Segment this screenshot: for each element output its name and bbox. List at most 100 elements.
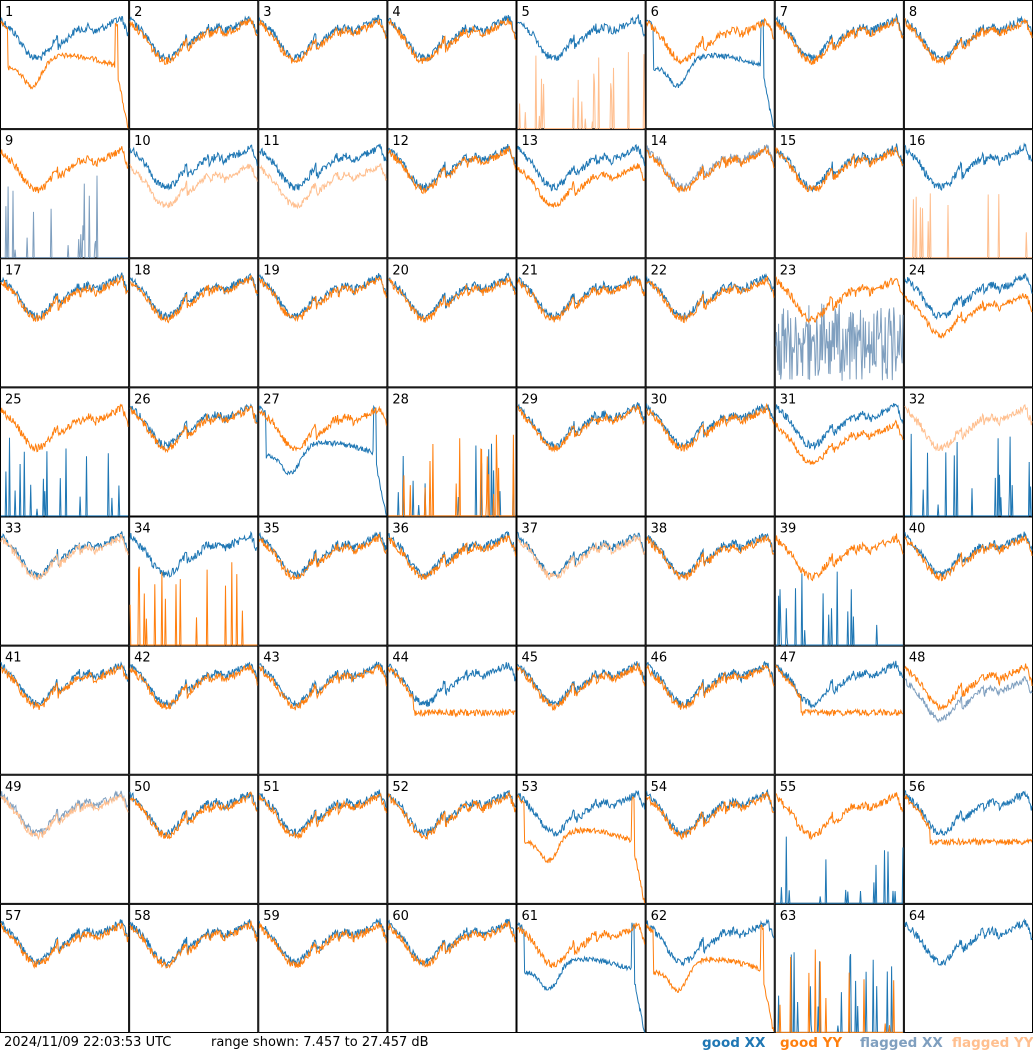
legend-good-yy: good YY <box>780 1035 842 1051</box>
panel-frame <box>903 645 1033 775</box>
series-yy <box>129 790 258 840</box>
panel-7: 7 <box>774 0 904 130</box>
panel-13: 13 <box>516 129 646 259</box>
panel-frame <box>387 387 517 517</box>
panel-16: 16 <box>903 129 1033 259</box>
panel-label: 56 <box>909 780 926 795</box>
series-yy <box>904 794 1033 847</box>
panel-label: 21 <box>522 263 539 278</box>
panel-frame <box>129 387 259 517</box>
series-yy <box>646 402 775 452</box>
panel-label: 23 <box>780 263 797 278</box>
panel-23: 23 <box>774 258 904 388</box>
panel-frame <box>645 0 775 130</box>
legend-pol: YY <box>822 1035 843 1051</box>
series-yy <box>387 666 516 718</box>
panel-8: 8 <box>903 0 1033 130</box>
series-yy <box>775 792 904 841</box>
panel-9: 9 <box>0 129 130 259</box>
panel-63: 63 <box>774 903 904 1033</box>
panel-frame <box>0 903 130 1033</box>
panel-label: 1 <box>5 5 13 20</box>
panel-frame <box>129 645 259 775</box>
panel-59: 59 <box>258 903 388 1033</box>
panel-frame <box>258 129 388 259</box>
panel-label: 32 <box>909 392 926 407</box>
panel-15: 15 <box>774 129 904 259</box>
panel-6: 6 <box>645 0 775 130</box>
footer: 2024/11/09 22:03:53 UTC range shown: 7.4… <box>0 1033 1033 1053</box>
panel-39: 39 <box>774 516 904 646</box>
series-yy <box>646 17 775 65</box>
legend-word: flagged <box>952 1035 1010 1051</box>
panel-2: 2 <box>129 0 259 130</box>
panel-20: 20 <box>387 258 517 388</box>
panel-label: 33 <box>5 522 22 537</box>
panel-37: 37 <box>516 516 646 646</box>
range-shown: range shown: 7.457 to 27.457 dB <box>211 1035 429 1050</box>
panel-frame <box>903 903 1033 1033</box>
panel-label: 62 <box>651 909 668 924</box>
panel-1: 1 <box>0 0 130 130</box>
series-yy <box>775 419 904 466</box>
panel-label: 52 <box>392 780 409 795</box>
panel-frame <box>516 387 646 517</box>
panel-label: 64 <box>909 909 926 924</box>
series-xx <box>387 14 516 62</box>
panel-25: 25 <box>0 387 130 517</box>
series-yy <box>646 534 775 581</box>
series-yy <box>775 533 904 582</box>
series-xx <box>129 15 258 62</box>
series-yy <box>904 535 1033 582</box>
panel-35: 35 <box>258 516 388 646</box>
panel-label: 9 <box>5 134 13 149</box>
panel-10: 10 <box>129 129 259 259</box>
series-xx <box>0 15 129 61</box>
series-yy <box>517 405 645 453</box>
panel-38: 38 <box>645 516 775 646</box>
panel-43: 43 <box>258 645 388 775</box>
panel-frame <box>516 516 646 646</box>
series-xx <box>388 662 516 707</box>
series-yy <box>387 921 516 968</box>
panel-frame <box>387 516 517 646</box>
series-yy <box>258 19 387 64</box>
series-xx <box>646 532 775 579</box>
legend-flagged-yy: flagged YY <box>952 1035 1033 1051</box>
series-xx <box>775 403 904 451</box>
series-yy <box>388 534 516 581</box>
panel-frame <box>774 129 904 259</box>
panel-frame <box>516 0 646 130</box>
panel-label: 5 <box>522 5 530 20</box>
panel-label: 14 <box>651 134 668 149</box>
panel-frame <box>258 516 388 646</box>
series-xx <box>0 919 129 965</box>
panel-label: 46 <box>651 651 668 666</box>
panel-label: 44 <box>392 651 409 666</box>
panel-label: 19 <box>263 263 280 278</box>
panel-44: 44 <box>387 645 517 775</box>
panel-frame <box>129 258 259 388</box>
panel-label: 55 <box>780 780 797 795</box>
panel-label: 2 <box>134 5 142 20</box>
panel-12: 12 <box>387 129 517 259</box>
series-yy <box>129 562 258 646</box>
series-yy <box>904 293 1033 339</box>
series-yy <box>517 662 646 712</box>
series-xx <box>904 142 1033 191</box>
series-yy <box>517 922 646 969</box>
panel-3: 3 <box>258 0 388 130</box>
legend-word: good <box>702 1035 740 1051</box>
series-xx <box>775 303 904 381</box>
panel-label: 61 <box>522 909 539 924</box>
series-xx <box>258 404 387 516</box>
series-xx <box>904 918 1033 967</box>
panel-frame <box>0 258 130 388</box>
series-yy <box>387 791 516 841</box>
series-yy <box>129 405 258 454</box>
series-yy <box>0 20 129 129</box>
series-yy <box>129 17 258 65</box>
series-yy <box>0 275 129 322</box>
panel-56: 56 <box>903 774 1033 904</box>
panel-label: 60 <box>392 909 409 924</box>
